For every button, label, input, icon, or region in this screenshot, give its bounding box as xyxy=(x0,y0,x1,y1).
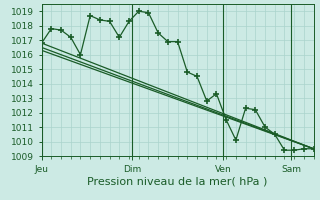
X-axis label: Pression niveau de la mer( hPa ): Pression niveau de la mer( hPa ) xyxy=(87,177,268,187)
